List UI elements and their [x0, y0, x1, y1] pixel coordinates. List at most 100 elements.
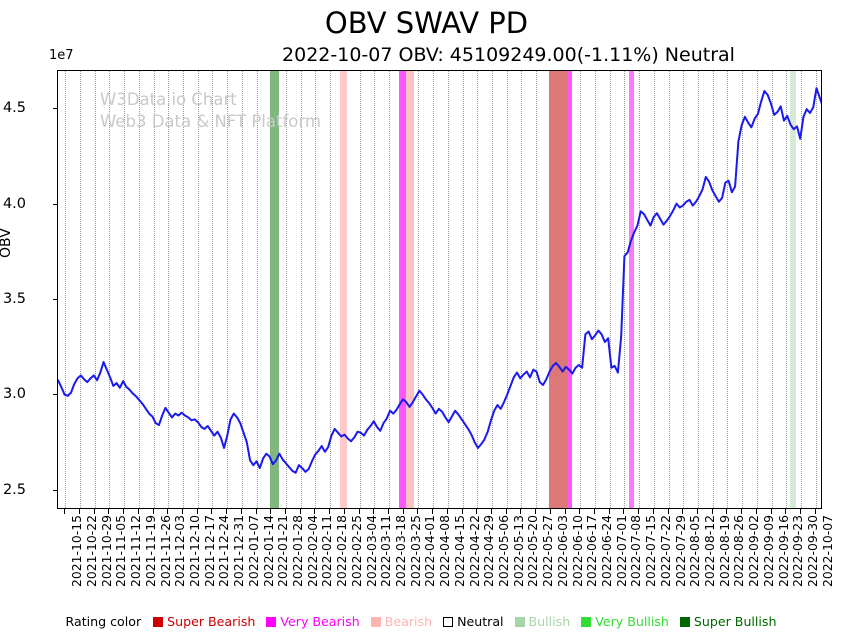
grid-line: [771, 71, 774, 508]
x-tick-mark: [770, 509, 772, 514]
grid-line: [197, 71, 200, 508]
x-tick-mark: [196, 509, 198, 514]
x-tick-label: 2022-03-18: [393, 515, 408, 588]
x-tick-label: 2022-09-16: [775, 515, 791, 588]
legend-item-label: Super Bullish: [693, 614, 777, 629]
x-tick-label: 2022-03-11: [378, 515, 394, 588]
grid-line: [330, 71, 332, 508]
x-tick-mark: [182, 509, 184, 514]
rating-color-legend: Rating color Super Bearish Very Bearish Be…: [0, 614, 853, 629]
x-tick-mark: [211, 509, 213, 514]
y-axis-multiplier: 1e7: [49, 48, 74, 63]
legend-item-bearish[interactable]: Bearish: [370, 614, 433, 629]
x-tick-label: 2022-01-07: [245, 515, 261, 588]
grid-line: [359, 71, 362, 508]
x-tick-mark: [667, 509, 669, 514]
x-tick-mark: [314, 509, 316, 514]
x-tick-label: 2022-03-25: [407, 515, 423, 588]
grid-line: [800, 71, 803, 508]
rating-band-bearish: [405, 71, 414, 508]
y-tick-label: 4.0: [2, 195, 26, 212]
grid-line: [183, 71, 185, 508]
x-tick-label: 2021-10-29: [98, 515, 114, 588]
x-tick-mark: [593, 509, 595, 514]
x-tick-label: 2022-07-08: [628, 515, 644, 588]
x-tick-label: 2022-01-28: [290, 515, 306, 588]
x-tick-mark: [814, 509, 816, 514]
x-tick-mark: [226, 509, 228, 514]
x-tick-mark: [549, 509, 551, 514]
grid-line: [594, 71, 597, 508]
grid-line: [315, 71, 317, 508]
x-tick-mark: [741, 509, 743, 514]
x-tick-mark: [785, 509, 787, 514]
y-tick-mark: [53, 489, 58, 491]
grid-line: [374, 71, 376, 508]
grid-line: [94, 71, 97, 508]
legend-swatch-icon: [679, 616, 690, 627]
x-tick-mark: [93, 509, 95, 514]
x-tick-label: 2022-06-24: [598, 515, 614, 588]
x-tick-mark: [461, 509, 463, 514]
x-tick-label: 2022-08-05: [687, 515, 703, 588]
legend-item-bullish[interactable]: Bullish: [514, 614, 571, 629]
legend-item-very-bearish[interactable]: Very Bearish: [266, 614, 360, 629]
legend-item-label: Very Bullish: [595, 614, 669, 629]
legend-item-label: Bearish: [384, 614, 433, 629]
rating-band-very-bearish: [567, 71, 573, 508]
legend-swatch-icon: [370, 616, 381, 627]
x-tick-label: 2021-12-03: [172, 515, 188, 588]
grid-line: [580, 71, 582, 508]
x-tick-mark: [696, 509, 698, 514]
x-tick-mark: [64, 509, 66, 514]
grid-line: [447, 71, 450, 508]
x-tick-label: 2022-02-04: [304, 515, 320, 588]
x-tick-label: 2021-11-26: [157, 515, 173, 588]
legend-item-super-bearish[interactable]: Super Bearish: [153, 614, 255, 629]
x-tick-mark: [388, 509, 389, 514]
chart-title: OBV SWAV PD: [324, 6, 529, 40]
x-tick-mark: [638, 509, 640, 514]
x-tick-label: 2021-12-10: [187, 515, 203, 588]
grid-line: [256, 71, 259, 508]
x-tick-mark: [255, 509, 257, 514]
legend-item-super-bullish[interactable]: Super Bullish: [679, 614, 777, 629]
y-tick-mark: [53, 394, 58, 396]
x-tick-label: 2022-04-29: [481, 515, 497, 588]
x-tick-label: 2021-11-12: [128, 515, 144, 588]
x-tick-label: 2021-12-17: [201, 515, 217, 588]
grid-line: [462, 71, 465, 508]
x-tick-mark: [505, 509, 507, 514]
grid-line: [609, 71, 612, 508]
grid-line: [300, 71, 303, 508]
x-tick-label: 2022-08-26: [731, 515, 747, 588]
x-tick-label: 2022-10-07: [819, 515, 835, 588]
grid-line: [697, 71, 700, 508]
rating-band-super-bearish: [549, 71, 568, 508]
x-tick-label: 2022-07-22: [657, 515, 673, 588]
x-tick-mark: [682, 509, 684, 514]
x-tick-mark: [123, 509, 125, 514]
x-tick-label: 2022-01-14: [260, 515, 276, 588]
x-tick-mark: [711, 509, 713, 514]
grid-line: [653, 71, 656, 508]
grid-line: [742, 71, 744, 508]
x-tick-mark: [402, 509, 404, 514]
legend-item-very-bullish[interactable]: Very Bullish: [581, 614, 669, 629]
x-tick-label: 2022-04-22: [466, 515, 482, 588]
legend-item-neutral[interactable]: Neutral: [443, 614, 504, 629]
grid-line: [138, 71, 141, 508]
grid-line: [168, 71, 170, 508]
x-tick-mark: [417, 509, 419, 514]
x-tick-label: 2022-09-09: [760, 515, 776, 588]
grid-line: [80, 71, 82, 508]
x-tick-label: 2022-07-29: [672, 515, 688, 588]
x-tick-mark: [108, 509, 110, 514]
x-tick-mark: [726, 509, 728, 514]
legend-item-label: Bullish: [528, 614, 571, 629]
grid-line: [712, 71, 715, 508]
x-tick-label: 2022-05-27: [540, 515, 556, 588]
obv-line-series: [58, 87, 821, 474]
y-tick-label: 2.5: [2, 481, 26, 498]
